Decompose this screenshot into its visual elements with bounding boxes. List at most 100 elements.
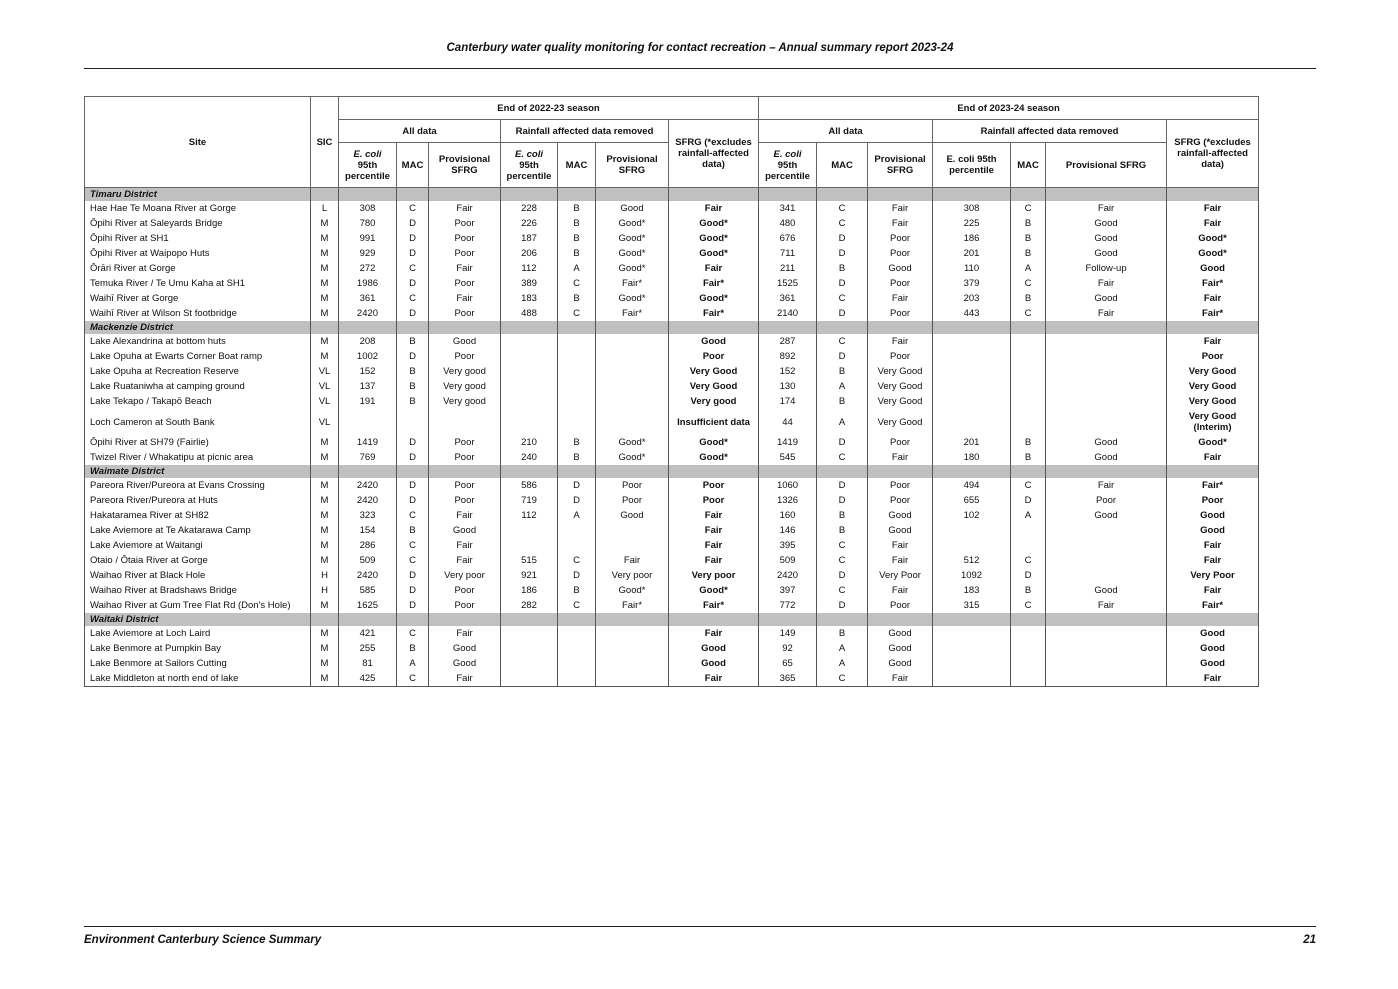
cell-prov-sfrg-2324: Poor	[867, 276, 934, 291]
cell-ecoli-95-2223: 1002	[338, 349, 397, 364]
cell-ecoli-95-2324: 1419	[758, 435, 818, 450]
cell-prov-sfrg-2223: Poor	[428, 583, 501, 598]
district-cell	[595, 465, 669, 478]
cell-ecoli-95-rain-2324: 180	[932, 450, 1012, 465]
cell-sfrg-2223: Fair*	[667, 598, 760, 613]
cell-mac-rain-2324	[1010, 364, 1047, 379]
cell-mac-2324: A	[816, 641, 869, 656]
cell-prov-sfrg-rain-2324: Good	[1045, 583, 1168, 598]
cell-ecoli-95-rain-2324: 102	[932, 508, 1012, 523]
cell-prov-sfrg-2324: Good	[867, 656, 934, 671]
all-data-1: All data	[338, 119, 501, 143]
col-sic: SIC	[310, 96, 339, 188]
cell-prov-sfrg-rain-2223: Fair	[595, 553, 669, 568]
table-row: Ōpihi River at SH1 M 991 D Poor 187 B Good* Good…	[84, 231, 1260, 246]
district-cell	[1166, 321, 1260, 334]
cell-sfrg-2223: Good*	[667, 246, 760, 261]
cell-ecoli-95-2324: 146	[758, 523, 818, 538]
cell-ecoli-95-2324: 152	[758, 364, 818, 379]
sfrg-2: SFRG (*excludes rainfall-affected data)	[1166, 119, 1260, 188]
cell-ecoli-95-rain-2324: 183	[932, 583, 1012, 598]
cell-prov-sfrg-rain-2324	[1045, 334, 1168, 349]
cell-ecoli-95-rain-2223	[500, 656, 558, 671]
cell-sic: M	[310, 261, 339, 276]
cell-ecoli-95-rain-2324	[932, 364, 1012, 379]
col-site: Site	[84, 96, 311, 188]
percentile-label: 95th percentile	[506, 159, 552, 182]
cell-prov-sfrg-rain-2223: Good*	[595, 435, 669, 450]
district-cell	[1166, 613, 1260, 626]
cell-prov-sfrg-2223: Fair	[428, 261, 501, 276]
cell-sfrg-2223: Good*	[667, 435, 760, 450]
cell-ecoli-95-rain-2223: 210	[500, 435, 558, 450]
cell-prov-sfrg-rain-2324	[1045, 409, 1168, 435]
cell-mac-2324: C	[816, 671, 869, 687]
cell-mac-rain-2324: C	[1010, 201, 1047, 216]
cell-sfrg-2223: Very Good	[667, 379, 760, 394]
cell-site: Otaio / Ōtaia River at Gorge	[84, 553, 311, 568]
cell-mac-rain-2223: C	[557, 598, 596, 613]
cell-prov-sfrg-rain-2324	[1045, 379, 1168, 394]
cell-prov-sfrg-2324: Very Good	[867, 379, 934, 394]
cell-mac-2223: D	[396, 216, 429, 231]
cell-prov-sfrg-rain-2324: Good	[1045, 216, 1168, 231]
cell-mac-2223: D	[396, 246, 429, 261]
cell-sic: M	[310, 641, 339, 656]
cell-site: Lake Benmore at Pumpkin Bay	[84, 641, 311, 656]
cell-ecoli-95-2324: 287	[758, 334, 818, 349]
cell-prov-sfrg-rain-2223: Good*	[595, 583, 669, 598]
district-cell	[758, 465, 818, 478]
rainfall-removed-2: Rainfall affected data removed	[932, 119, 1168, 143]
cell-ecoli-95-2223: 509	[338, 553, 397, 568]
cell-sfrg-2223: Poor	[667, 478, 760, 493]
cell-sic: M	[310, 231, 339, 246]
cell-ecoli-95-2324: 361	[758, 291, 818, 306]
ecoli-label: E. coli	[515, 148, 543, 160]
cell-sic: M	[310, 291, 339, 306]
ecoli-label: E. coli	[353, 148, 382, 160]
cell-prov-sfrg-2223: Fair	[428, 671, 501, 687]
district-cell	[1166, 187, 1260, 201]
cell-ecoli-95-rain-2223	[500, 626, 558, 641]
cell-mac-2223: D	[396, 276, 429, 291]
cell-mac-2223: A	[396, 656, 429, 671]
cell-sfrg-2324: Fair*	[1166, 598, 1260, 613]
district-row: Mackenzie District	[84, 321, 1260, 334]
cell-sfrg-2223: Good*	[667, 291, 760, 306]
cell-mac-rain-2324: B	[1010, 291, 1047, 306]
cell-prov-sfrg-2324: Poor	[867, 598, 934, 613]
cell-prov-sfrg-rain-2223: Good	[595, 508, 669, 523]
cell-mac-2324: B	[816, 364, 869, 379]
cell-prov-sfrg-rain-2324: Fair	[1045, 478, 1168, 493]
cell-sic: M	[310, 671, 339, 687]
cell-prov-sfrg-2324: Poor	[867, 246, 934, 261]
table-row: Lake Benmore at Sailors Cutting M 81 A Good G…	[84, 656, 1260, 671]
cell-sfrg-2324: Poor	[1166, 493, 1260, 508]
col-ecoli-95: E. coli 95th percentile	[932, 142, 1012, 188]
table-row: Hakataramea River at SH82 M 323 C Fair 112 A Go…	[84, 508, 1260, 523]
cell-sfrg-2324: Fair	[1166, 201, 1260, 216]
cell-prov-sfrg-rain-2223	[595, 394, 669, 409]
cell-prov-sfrg-2324: Fair	[867, 291, 934, 306]
district-cell	[428, 613, 501, 626]
cell-mac-rain-2324	[1010, 394, 1047, 409]
cell-sic: M	[310, 538, 339, 553]
cell-sfrg-2223: Poor	[667, 349, 760, 364]
cell-ecoli-95-2324: 1060	[758, 478, 818, 493]
cell-prov-sfrg-2223: Poor	[428, 306, 501, 321]
cell-mac-rain-2324: A	[1010, 261, 1047, 276]
cell-prov-sfrg-2324: Good	[867, 626, 934, 641]
cell-prov-sfrg-2223: Fair	[428, 201, 501, 216]
district-cell	[338, 321, 397, 334]
cell-ecoli-95-rain-2223: 186	[500, 583, 558, 598]
cell-prov-sfrg-rain-2324: Poor	[1045, 493, 1168, 508]
cell-sfrg-2223: Fair	[667, 508, 760, 523]
district-cell	[1010, 321, 1047, 334]
col-mac: MAC	[1010, 142, 1047, 188]
cell-sfrg-2324: Good*	[1166, 435, 1260, 450]
cell-site: Waihao River at Black Hole	[84, 568, 311, 583]
cell-ecoli-95-2324: 341	[758, 201, 818, 216]
cell-mac-2324: D	[816, 306, 869, 321]
cell-mac-rain-2324: A	[1010, 508, 1047, 523]
cell-mac-rain-2223: C	[557, 553, 596, 568]
